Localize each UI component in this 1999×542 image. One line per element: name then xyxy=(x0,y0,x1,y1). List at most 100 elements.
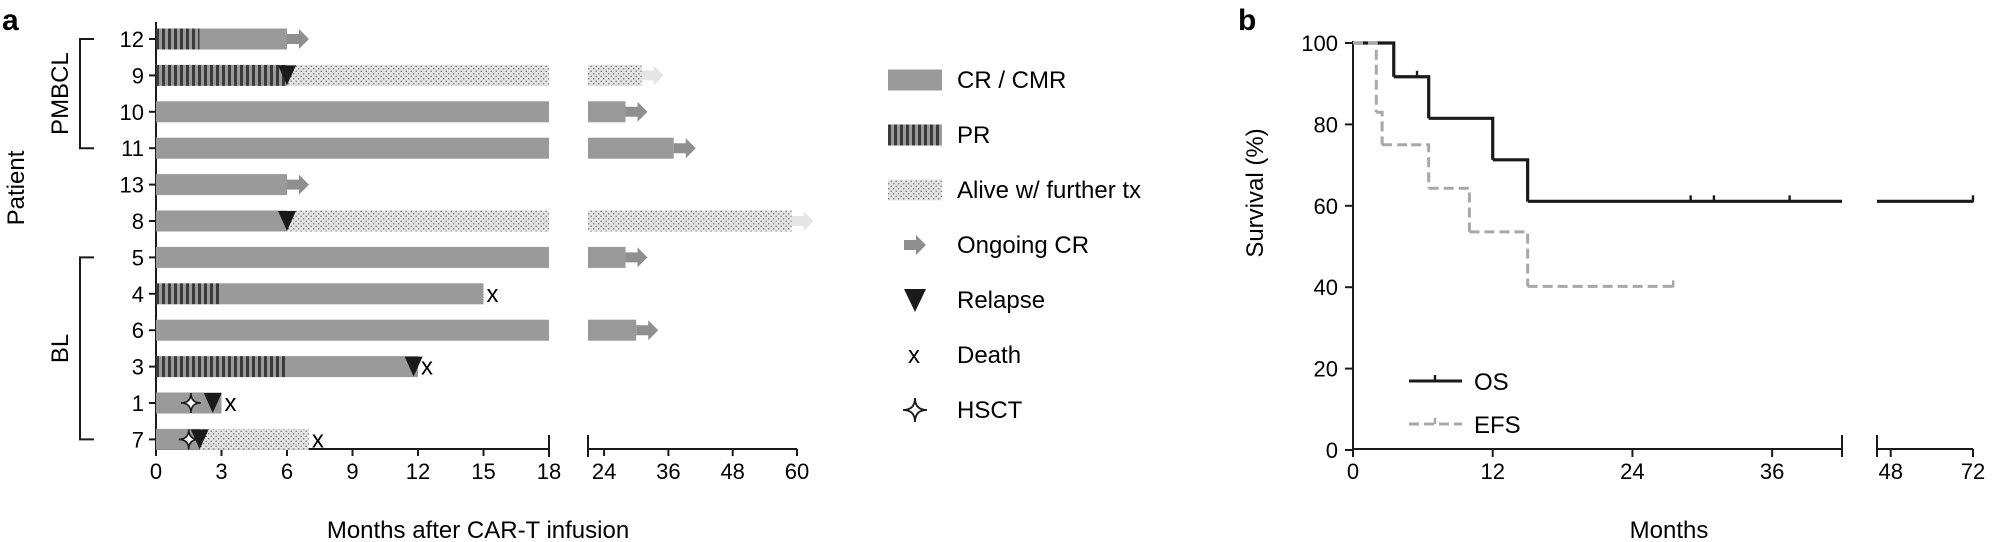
panel-b-label: b xyxy=(1238,4,1256,37)
x-tick-label: 48 xyxy=(720,459,744,484)
arrow-swatch xyxy=(904,235,926,255)
ongoing-arrow xyxy=(641,65,664,86)
x-tick-label: 12 xyxy=(406,459,430,484)
relapse-marker xyxy=(404,356,423,377)
patient-id-label: 6 xyxy=(132,318,144,343)
legend-item-relapse: Relapse xyxy=(904,287,1045,314)
pr-bar xyxy=(156,28,200,50)
x-tick-label: 3 xyxy=(215,459,227,484)
legend-label: HSCT xyxy=(957,397,1023,424)
km-series-os xyxy=(1353,41,1975,203)
pr-bar xyxy=(156,356,287,378)
ongoing-arrow xyxy=(791,211,814,231)
death-marker: x xyxy=(312,426,324,453)
y-tick-label: 0 xyxy=(1326,438,1338,463)
bracket-line xyxy=(79,256,94,441)
legend-item-alive: Alive w/ further tx xyxy=(888,177,1141,204)
patient-id-label: 7 xyxy=(132,427,144,452)
legend-item-hsct: HSCT xyxy=(902,397,1023,424)
cr-swatch xyxy=(888,69,942,91)
group-label: BL xyxy=(47,334,74,363)
alive-swatch xyxy=(888,179,942,201)
patient-row: 8 xyxy=(132,209,814,234)
patient-row: 6 xyxy=(132,318,659,343)
patient-id-label: 8 xyxy=(132,209,144,234)
km-legend: OS EFS xyxy=(1409,369,1521,439)
cr-bar xyxy=(588,319,637,341)
x-tick-label: 18 xyxy=(537,459,561,484)
ongoing-arrow xyxy=(636,320,659,341)
panel-a-label: a xyxy=(2,4,19,37)
alive-bar xyxy=(588,64,642,86)
ongoing-arrow xyxy=(625,247,648,268)
x-tick-label: 9 xyxy=(346,459,358,484)
patient-id-label: 1 xyxy=(132,391,144,416)
legend-label: PR xyxy=(957,122,990,149)
patient-id-label: 11 xyxy=(121,136,144,161)
hsct-swatch xyxy=(902,397,928,423)
legend-item-death: x Death xyxy=(908,342,1021,369)
km-curve xyxy=(1353,41,1674,288)
patient-row: 10 xyxy=(120,100,648,125)
legend-label: EFS xyxy=(1474,412,1521,439)
death-marker: x xyxy=(421,354,433,381)
relapse-marker xyxy=(278,211,296,231)
legend-item-pr: PR xyxy=(888,122,990,149)
relapse-marker xyxy=(203,393,222,413)
cr-bar xyxy=(156,137,549,159)
y-tick-label: 100 xyxy=(1301,31,1338,56)
patient-id-label: 5 xyxy=(132,245,144,270)
patient-id-label: 10 xyxy=(120,100,144,125)
x-tick-label: 6 xyxy=(281,459,293,484)
panel-b: b Survival (%) Months 0 20 40 60 80 100 0 12 24 3… xyxy=(1238,4,1985,542)
group-label: PMBCL xyxy=(47,52,74,135)
y-tick-label: 80 xyxy=(1314,112,1338,137)
ongoing-arrow xyxy=(673,138,696,159)
patient-row: 5 xyxy=(132,245,648,270)
alive-bar xyxy=(199,428,309,450)
x-tick-label: 36 xyxy=(1760,459,1784,484)
swimmer-legend: CR / CMR PR Alive w/ further tx Ongoing CR R… xyxy=(888,67,1141,424)
patient-id-label: 3 xyxy=(132,355,144,380)
patient-row: 12 xyxy=(120,27,309,52)
cr-bar xyxy=(588,137,674,159)
ongoing-arrow xyxy=(287,29,309,49)
x-tick-label: 0 xyxy=(150,459,162,484)
alive-bar xyxy=(287,64,549,86)
death-swatch: x xyxy=(908,342,920,369)
death-marker: x xyxy=(225,390,237,417)
km-ylabel: Survival (%) xyxy=(1242,128,1269,257)
legend-item-cr: CR / CMR xyxy=(888,67,1066,94)
patient-id-label: 13 xyxy=(120,173,144,198)
death-marker: x xyxy=(487,281,499,308)
x-tick-label: 48 xyxy=(1878,459,1902,484)
cr-bar xyxy=(287,356,418,378)
km-legend-efs: EFS xyxy=(1409,412,1521,439)
km-curve xyxy=(1353,41,1973,203)
swimmer-ylabel: Patient xyxy=(3,150,30,225)
y-tick-label: 40 xyxy=(1314,275,1338,300)
cr-bar xyxy=(588,246,626,268)
pr-swatch xyxy=(888,124,942,146)
patient-row: 13 xyxy=(120,173,309,198)
pr-bar xyxy=(156,283,222,305)
group-bracket: PMBCL xyxy=(47,38,94,150)
hsct-marker xyxy=(180,392,201,414)
x-tick-label: 24 xyxy=(1620,459,1644,484)
patient-id-label: 12 xyxy=(120,27,144,52)
patient-row: 9 xyxy=(132,63,664,88)
x-tick-label: 0 xyxy=(1347,459,1359,484)
ongoing-arrow xyxy=(287,174,309,195)
cr-bar xyxy=(588,101,626,123)
x-tick-label: 12 xyxy=(1480,459,1504,484)
patient-id-label: 9 xyxy=(132,63,144,88)
relapse-marker xyxy=(190,429,209,450)
hsct-marker xyxy=(178,429,199,450)
cr-bar xyxy=(199,28,287,50)
cr-bar xyxy=(156,246,549,268)
cr-bar xyxy=(156,210,287,232)
